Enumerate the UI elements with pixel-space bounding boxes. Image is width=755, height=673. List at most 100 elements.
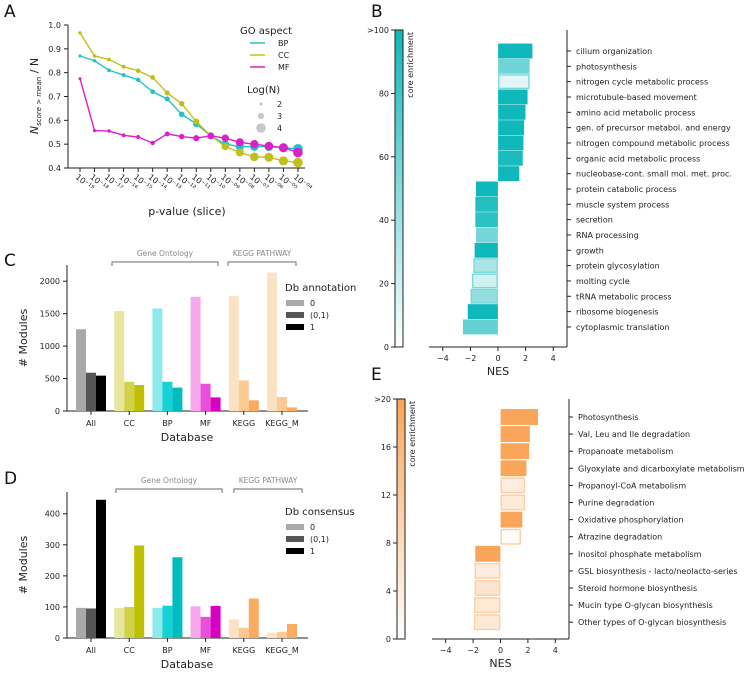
legend-label: 0	[310, 299, 315, 308]
x-tick-label: MF	[200, 419, 212, 428]
term-label: organic acid metabolic process	[576, 154, 700, 163]
nes-bar	[498, 150, 523, 166]
data-point	[135, 68, 141, 74]
y-axis-label: Nscore > mean / N	[28, 58, 43, 134]
nes-bar	[475, 212, 498, 228]
series-CC	[78, 31, 303, 168]
legend-label: 1	[310, 323, 315, 332]
term-label: Atrazine degradation	[578, 533, 662, 542]
panel-d-bar-chart: 0 100 200 300 400 All CC BP MF KEGG KEGG_M Database…	[17, 476, 355, 671]
bar-CC-1	[134, 385, 145, 411]
data-point	[264, 141, 274, 151]
data-point	[178, 133, 185, 140]
colorbar-tick-label: 8	[386, 539, 391, 548]
y-tick-label: 300	[45, 541, 60, 550]
nes-bar	[470, 288, 498, 304]
x-axis-label: Database	[161, 431, 214, 444]
colorbar-label: core enrichment	[408, 401, 417, 467]
panel-letter-e: E	[371, 365, 382, 385]
series-line-CC	[79, 32, 299, 164]
legend-label: BP	[278, 39, 288, 48]
y-tick-label: 1000	[40, 342, 60, 351]
nes-bar	[498, 166, 520, 182]
term-label: growth	[576, 246, 604, 255]
data-point	[278, 156, 289, 166]
panel-letter-c: C	[4, 251, 16, 271]
bar-MF-1	[210, 397, 221, 411]
size-legend-marker	[259, 102, 263, 106]
legend-title: Db annotation	[285, 283, 356, 294]
y-tick-label: 0.6	[48, 116, 61, 125]
data-point	[78, 54, 82, 58]
nes-bar	[500, 511, 523, 528]
bar-KEGG-0	[228, 296, 239, 411]
panel-letter-b: B	[371, 2, 383, 22]
panel-letter-d: D	[4, 469, 17, 489]
legend-title: Db consensus	[285, 507, 355, 518]
data-point	[150, 140, 155, 146]
nes-bar	[476, 227, 498, 243]
bar-KEGG_M-0	[267, 632, 277, 638]
data-point	[250, 152, 259, 162]
nes-bar	[474, 242, 498, 258]
bar-All-(0,1)	[86, 372, 96, 411]
bar-BP-0	[152, 607, 163, 638]
nes-bar	[498, 135, 524, 151]
x-tick-label: BP	[162, 419, 172, 428]
data-point	[193, 118, 200, 125]
data-point	[164, 96, 170, 102]
nes-bar	[500, 477, 526, 494]
data-point	[164, 90, 170, 96]
x-tick-label: 2	[523, 354, 528, 363]
size-legend-label: 4	[277, 124, 282, 133]
series-line-MF	[79, 78, 299, 154]
term-label: tRNA metabolic process	[576, 292, 672, 301]
data-point	[178, 100, 185, 107]
nes-bar	[473, 258, 498, 274]
y-tick-label: 0	[55, 634, 60, 643]
data-point	[135, 77, 141, 83]
group-bracket-label: Gene Ontology	[137, 249, 194, 258]
group-bracket	[227, 261, 297, 266]
term-label: Mucin type O-glycan biosynthesis	[578, 601, 713, 610]
bar-MF-0	[190, 606, 201, 638]
term-label: protein catabolic process	[576, 185, 676, 194]
x-tick-label: 4	[551, 354, 556, 363]
panel-b-nes-chart: 0 20 40 60 80 >100 core enrichment −4 −2 0 2 4 NES ci…	[367, 26, 732, 378]
nes-bar	[500, 528, 521, 545]
y-tick-label: 1500	[40, 310, 60, 319]
term-label: Val, Leu and Ile degradation	[578, 430, 690, 439]
x-tick-label: −2	[465, 354, 477, 363]
colorbar-tick-label: 16	[381, 443, 391, 452]
size-legend-title: Log(N)	[247, 85, 280, 96]
group-bracket	[233, 488, 303, 493]
y-tick-label: 100	[45, 603, 60, 612]
term-label: GSL biosynthesis - lacto/neolacto-series	[578, 567, 738, 576]
x-tick-label: KEGG	[232, 646, 255, 655]
x-tick-label: All	[86, 646, 96, 655]
nes-bar	[474, 562, 501, 579]
series-MF	[78, 77, 303, 158]
x-tick-label: KEGG_M	[265, 646, 299, 655]
term-label: Glyoxylate and dicarboxylate metabolism	[578, 464, 745, 473]
nes-bar	[498, 104, 526, 120]
y-tick-label: 0.4	[48, 164, 61, 173]
data-point	[250, 140, 259, 149]
legend-label: MF	[278, 63, 290, 72]
colorbar	[394, 29, 404, 348]
term-label: protein glycosylation	[576, 262, 660, 271]
bar-CC-(0,1)	[124, 381, 135, 411]
nes-bar	[473, 597, 501, 614]
term-label: Photosynthesis	[578, 413, 638, 422]
bar-KEGG-(0,1)	[238, 627, 249, 638]
nes-bar	[500, 494, 526, 511]
x-tick-label: KEGG_M	[265, 419, 299, 428]
data-point	[178, 111, 185, 118]
bar-KEGG-1	[248, 598, 259, 638]
nes-bar	[474, 580, 501, 596]
y-label-main: N	[28, 126, 41, 134]
legend-swatch	[286, 312, 304, 318]
data-point	[221, 142, 229, 151]
term-label: RNA processing	[576, 231, 639, 240]
